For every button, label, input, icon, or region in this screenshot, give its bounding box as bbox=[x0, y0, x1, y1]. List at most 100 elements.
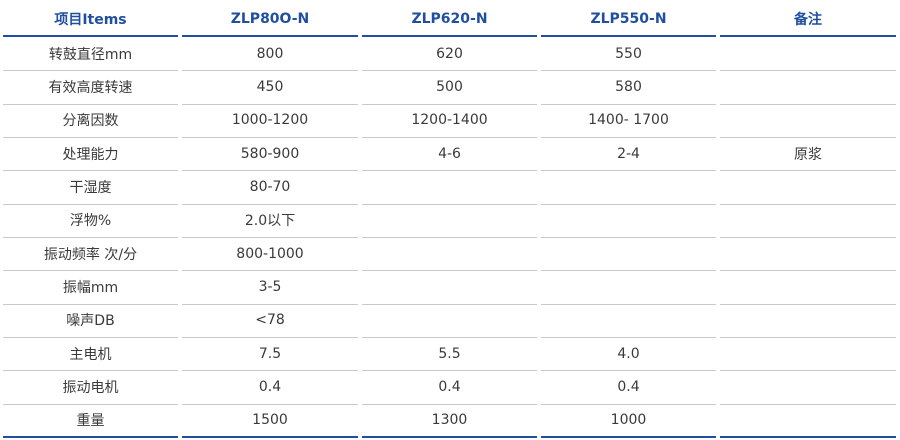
row-divider bbox=[182, 70, 358, 72]
row-divider bbox=[541, 237, 716, 238]
row-divider bbox=[182, 170, 358, 172]
row-divider bbox=[720, 270, 896, 272]
row-divider bbox=[720, 337, 896, 338]
value-cell: 1000-1200 bbox=[231, 112, 309, 129]
row-divider bbox=[541, 303, 716, 305]
bottom-rule bbox=[182, 436, 358, 438]
row-label: 处理能力 bbox=[62, 146, 119, 163]
header-cell: ZLP80O-N bbox=[230, 11, 310, 27]
row-divider bbox=[720, 303, 896, 305]
row-label: 分离因数 bbox=[62, 113, 119, 130]
value-cell: 1500 bbox=[252, 412, 288, 429]
row-divider bbox=[541, 137, 716, 138]
row-label: 振幅mm bbox=[62, 279, 119, 296]
row-divider bbox=[3, 170, 178, 172]
row-divider bbox=[362, 237, 537, 238]
row-divider bbox=[3, 270, 178, 272]
value-cell: 450 bbox=[256, 78, 284, 95]
value-cell: 1400- 1700 bbox=[588, 112, 669, 129]
header-cell: 项目Items bbox=[54, 12, 127, 28]
row-divider bbox=[362, 70, 537, 72]
row-divider bbox=[182, 270, 358, 272]
value-cell: 4-6 bbox=[438, 145, 461, 162]
header-cell: 备注 bbox=[794, 12, 822, 28]
bottom-rule bbox=[3, 436, 178, 438]
value-cell: 500 bbox=[436, 78, 463, 95]
row-divider bbox=[362, 403, 537, 405]
row-label: 浮物% bbox=[69, 213, 112, 230]
header-rule bbox=[720, 35, 896, 37]
row-divider bbox=[541, 403, 716, 405]
row-divider bbox=[541, 70, 716, 72]
value-cell: 0.4 bbox=[617, 378, 640, 395]
row-divider bbox=[541, 370, 716, 372]
row-divider bbox=[182, 370, 358, 372]
row-label: 有效高度转速 bbox=[48, 79, 133, 96]
row-divider bbox=[541, 270, 716, 272]
row-divider bbox=[362, 270, 537, 272]
row-divider bbox=[362, 370, 537, 372]
value-cell: 1300 bbox=[431, 412, 468, 429]
row-divider bbox=[182, 403, 358, 405]
row-label: 转鼓直径mm bbox=[48, 46, 133, 63]
row-divider bbox=[3, 70, 178, 72]
bottom-rule bbox=[720, 436, 896, 438]
value-cell: 550 bbox=[615, 45, 642, 62]
row-divider bbox=[362, 137, 537, 138]
value-cell: 7.5 bbox=[258, 345, 282, 362]
row-label: 干湿度 bbox=[69, 179, 112, 196]
row-divider bbox=[182, 103, 358, 105]
row-label: 振动电机 bbox=[62, 379, 119, 396]
row-divider bbox=[362, 337, 537, 338]
row-divider bbox=[3, 337, 178, 338]
value-cell: 1000 bbox=[610, 412, 647, 429]
row-divider bbox=[720, 403, 896, 405]
value-cell: 0.4 bbox=[258, 378, 282, 395]
row-divider bbox=[541, 103, 716, 105]
row-divider bbox=[3, 103, 178, 105]
row-divider bbox=[182, 303, 358, 305]
value-cell: 原浆 bbox=[794, 146, 822, 163]
row-divider bbox=[182, 337, 358, 338]
row-divider bbox=[182, 203, 358, 205]
header-cell: ZLP550-N bbox=[590, 11, 667, 27]
value-cell: 580-900 bbox=[240, 145, 300, 162]
row-label: 振动频率 次/分 bbox=[43, 246, 138, 263]
value-cell: 800-1000 bbox=[236, 245, 304, 262]
row-divider bbox=[362, 203, 537, 205]
row-divider bbox=[3, 203, 178, 205]
value-cell: 580 bbox=[615, 78, 642, 95]
row-divider bbox=[182, 237, 358, 238]
value-cell: 2-4 bbox=[617, 145, 640, 162]
row-divider bbox=[720, 237, 896, 238]
value-cell: 1200-1400 bbox=[411, 112, 488, 129]
row-divider bbox=[3, 403, 178, 405]
value-cell: 80-70 bbox=[249, 178, 291, 195]
value-cell: 5.5 bbox=[438, 345, 461, 362]
row-divider bbox=[3, 303, 178, 305]
header-rule bbox=[182, 35, 358, 37]
row-divider bbox=[3, 370, 178, 372]
row-divider bbox=[182, 137, 358, 138]
value-cell: 620 bbox=[436, 45, 463, 62]
value-cell: 2.0以下 bbox=[244, 213, 296, 230]
bottom-rule bbox=[541, 436, 716, 438]
row-divider bbox=[3, 237, 178, 238]
row-label: 噪声DB bbox=[66, 313, 115, 330]
value-cell: 800 bbox=[256, 45, 284, 62]
row-divider bbox=[720, 203, 896, 205]
header-rule bbox=[3, 35, 178, 37]
value-cell: <78 bbox=[255, 312, 285, 329]
row-divider bbox=[541, 170, 716, 172]
row-divider bbox=[362, 303, 537, 305]
value-cell: 3-5 bbox=[258, 278, 282, 295]
row-divider bbox=[541, 337, 716, 338]
row-label: 主电机 bbox=[69, 346, 112, 363]
header-rule bbox=[541, 35, 716, 37]
row-divider bbox=[720, 170, 896, 172]
row-divider bbox=[720, 103, 896, 105]
value-cell: 4.0 bbox=[617, 345, 640, 362]
row-divider bbox=[362, 170, 537, 172]
header-rule bbox=[362, 35, 537, 37]
